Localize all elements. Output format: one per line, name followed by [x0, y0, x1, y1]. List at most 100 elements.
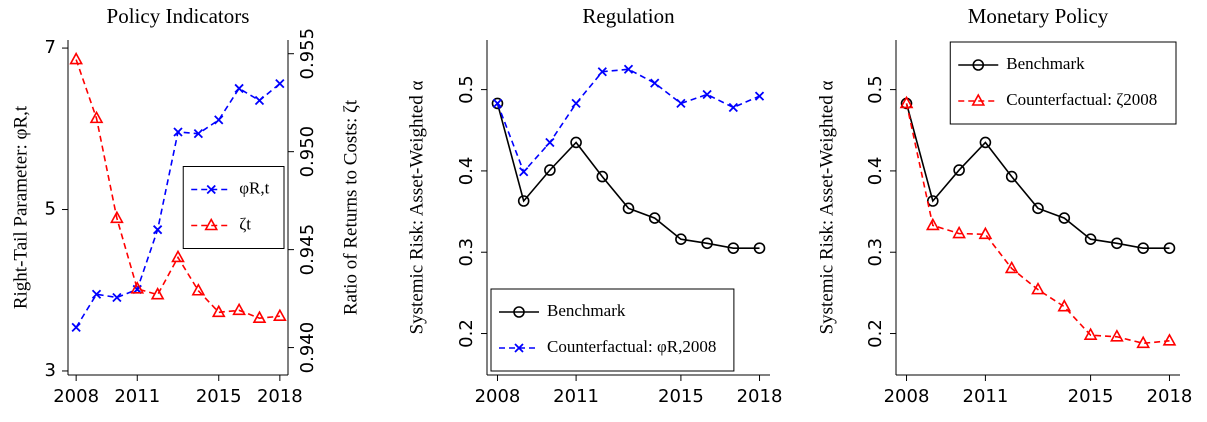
marker	[978, 226, 993, 240]
marker	[971, 93, 986, 106]
x-tick-label: 2015	[658, 386, 704, 407]
marker	[1084, 233, 1097, 246]
marker	[519, 167, 529, 177]
marker	[1031, 281, 1045, 295]
marker	[112, 292, 122, 303]
x-tick-label: 2011	[553, 386, 599, 407]
y-tick-label: 0.2	[456, 319, 477, 348]
marker	[275, 78, 285, 89]
legend-label: Benchmark	[1006, 54, 1085, 73]
marker	[597, 67, 607, 77]
marker	[206, 184, 216, 195]
marker	[214, 115, 224, 125]
marker	[69, 51, 84, 65]
y2-tick-label: 0.940	[297, 322, 318, 374]
chart-title: Policy Indicators	[107, 4, 250, 28]
marker	[517, 195, 530, 207]
marker	[727, 242, 740, 254]
marker	[204, 217, 219, 231]
chart-title: Monetary Policy	[968, 4, 1109, 28]
y-tick-label: 5	[45, 199, 56, 220]
y-tick-label: 0.2	[865, 319, 886, 348]
marker	[191, 283, 206, 296]
marker	[193, 129, 204, 139]
marker	[925, 217, 940, 231]
x-tick-label: 2008	[53, 386, 99, 407]
marker	[211, 304, 226, 318]
y-tick-label: 3	[45, 360, 56, 381]
marker	[728, 102, 738, 113]
marker	[1136, 335, 1151, 349]
y-tick-label: 0.4	[456, 157, 477, 186]
marker	[544, 164, 556, 176]
marker	[513, 306, 525, 318]
y2-tick-label: 0.950	[297, 126, 318, 178]
marker	[545, 137, 555, 148]
marker	[972, 59, 985, 71]
marker	[514, 343, 524, 353]
marker	[272, 308, 287, 322]
marker	[234, 83, 244, 94]
x-tick-label: 2018	[257, 386, 303, 407]
marker	[701, 237, 713, 250]
legend-label: Counterfactual: ζ2008	[1006, 90, 1157, 109]
marker	[1083, 327, 1098, 340]
y2-axis-label: Ratio of Returns to Costs: ζt	[340, 99, 361, 315]
marker	[676, 98, 686, 109]
y-axis-label: Right-Tail Parameter: φR,t	[10, 105, 31, 309]
x-tick-label: 2011	[963, 386, 1009, 407]
y2-tick-label: 0.955	[297, 28, 318, 80]
marker	[622, 202, 635, 215]
marker	[927, 195, 939, 207]
legend-box	[182, 166, 285, 249]
x-tick-label: 2018	[1147, 386, 1193, 407]
marker	[1137, 242, 1149, 254]
marker	[232, 302, 246, 316]
marker	[1162, 333, 1177, 346]
y-tick-label: 0.5	[456, 75, 477, 104]
marker	[754, 91, 765, 101]
x-tick-label: 2011	[114, 386, 160, 407]
y-tick-label: 0.3	[456, 238, 477, 267]
series-line	[496, 103, 760, 249]
marker	[571, 98, 581, 109]
x-tick-label: 2008	[884, 386, 930, 407]
chart-title: Regulation	[582, 4, 675, 28]
marker	[152, 225, 163, 235]
x-tick-label: 2015	[1068, 386, 1114, 407]
series-line	[905, 103, 1170, 345]
marker	[1057, 299, 1072, 312]
legend-label: Counterfactual: φR,2008	[547, 337, 716, 356]
marker	[492, 98, 503, 109]
y-tick-label: 0.4	[865, 157, 886, 186]
marker	[91, 289, 102, 299]
marker	[623, 64, 634, 74]
legend-label: ζt	[239, 214, 251, 233]
marker	[254, 95, 265, 106]
x-tick-label: 2018	[737, 386, 783, 407]
y-axis-label: Systemic Risk: Asset-Weighted α	[816, 81, 837, 335]
marker	[596, 170, 609, 183]
marker	[650, 78, 660, 88]
legend-label: φR,t	[239, 178, 269, 197]
legend-box	[490, 288, 735, 372]
marker	[1163, 242, 1176, 254]
marker	[648, 212, 661, 224]
y-tick-label: 0.3	[865, 238, 886, 267]
marker	[71, 322, 81, 333]
marker	[110, 210, 124, 224]
marker	[1005, 170, 1018, 183]
series-line	[75, 59, 280, 320]
marker	[899, 95, 914, 109]
marker	[1110, 329, 1124, 342]
y-tick-label: 0.5	[865, 75, 886, 104]
y2-tick-label: 0.945	[297, 224, 318, 276]
marker	[171, 249, 185, 263]
marker	[1111, 237, 1123, 250]
marker	[173, 127, 183, 137]
marker	[1032, 202, 1044, 215]
marker	[675, 233, 687, 246]
series-line	[905, 103, 1170, 249]
marker	[953, 164, 965, 176]
